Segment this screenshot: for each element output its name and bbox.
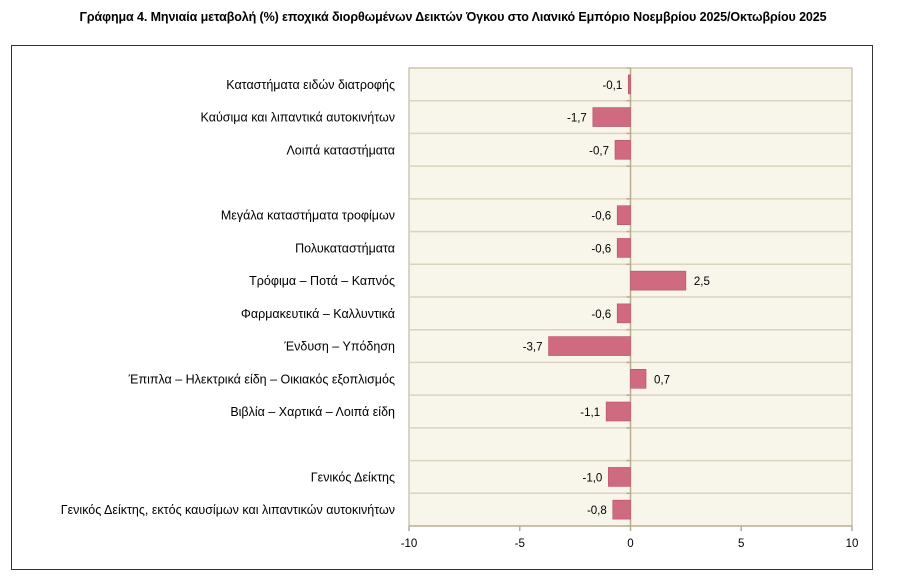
data-label: -0,1 (602, 80, 622, 92)
data-label: -0,6 (591, 309, 611, 321)
category-label: Καύσιμα και λιπαντικά αυτοκινήτων (201, 111, 395, 125)
x-tick-label: 0 (627, 538, 633, 550)
category-label: Φαρμακευτικά – Καλλυντικά (241, 307, 395, 321)
bar (608, 467, 631, 487)
category-label: Λοιπά καταστήματα (286, 143, 395, 157)
category-label: Γενικός Δείκτης (311, 470, 395, 484)
bar (630, 270, 687, 291)
chart-title: Γράφημα 4. Μηνιαία μεταβολή (%) εποχικά … (79, 10, 827, 24)
x-tick-label: 5 (738, 538, 744, 550)
bar (627, 74, 631, 95)
bar (616, 205, 631, 226)
category-label: Γενικός Δείκτης, εκτός καυσίμων και λιπα… (61, 503, 395, 517)
category-label: Ένδυση – Υπόδηση (283, 340, 395, 354)
bar (616, 303, 631, 324)
bar (592, 107, 631, 127)
data-label: -1,7 (567, 113, 587, 125)
category-label: Τρόφιμα – Ποτά – Καπνός (249, 274, 395, 288)
category-label: Μεγάλα καταστήματα τροφίμων (221, 209, 395, 223)
data-label: -1,1 (580, 407, 600, 419)
data-label: -0,6 (591, 211, 611, 223)
x-tick-label: -5 (515, 538, 525, 550)
bar (548, 336, 631, 356)
data-label: -0,6 (591, 243, 611, 255)
data-label: -1,0 (583, 472, 603, 484)
bar (614, 139, 631, 160)
category-label: Καταστήματα ειδών διατροφής (226, 78, 395, 92)
data-label: -0,8 (587, 505, 607, 517)
data-label: 2,5 (694, 276, 710, 288)
x-tick-label: -10 (401, 538, 418, 550)
data-label: -3,7 (523, 342, 543, 354)
category-label: Βιβλία – Χαρτικά – Λοιπά είδη (230, 405, 395, 419)
category-label: Έπιπλα – Ηλεκτρικά είδη – Οικιακός εξοπλ… (128, 372, 395, 386)
bar (612, 499, 631, 520)
data-label: 0,7 (654, 374, 670, 386)
bar (616, 238, 631, 258)
bar (605, 401, 631, 422)
data-label: -0,7 (589, 145, 609, 157)
bar (630, 368, 647, 389)
x-tick-label: 10 (846, 538, 859, 550)
category-label: Πολυκαταστήματα (295, 241, 395, 255)
